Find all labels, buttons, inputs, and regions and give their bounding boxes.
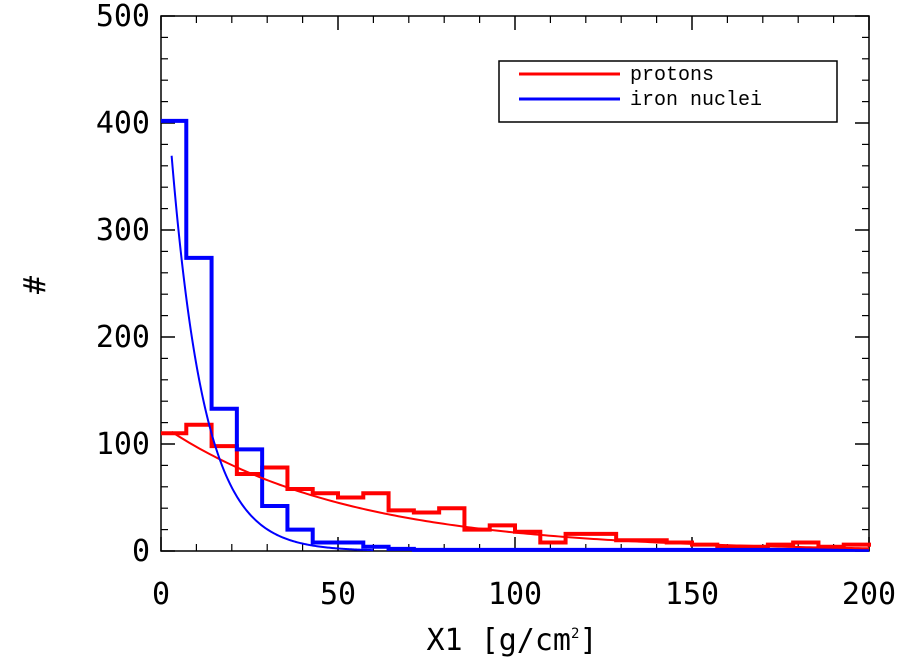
- legend-label-protons: protons: [630, 64, 714, 87]
- y-tick-label: 100: [96, 427, 150, 462]
- y-tick-label: 200: [96, 320, 150, 355]
- y-tick-label: 400: [96, 106, 150, 141]
- y-tick-label: 0: [132, 534, 150, 569]
- y-axis-label: #: [18, 276, 53, 294]
- x-tick-label: 100: [488, 577, 542, 612]
- y-tick-label: 500: [96, 0, 150, 34]
- legend-label-iron-nuclei: iron nuclei: [630, 89, 762, 112]
- y-tick-label: 300: [96, 213, 150, 248]
- x-tick-label: 0: [152, 577, 170, 612]
- x-tick-label: 150: [665, 577, 719, 612]
- legend: protons iron nuclei: [499, 61, 837, 122]
- x-tick-label: 50: [320, 577, 356, 612]
- x-tick-label: 200: [842, 577, 896, 612]
